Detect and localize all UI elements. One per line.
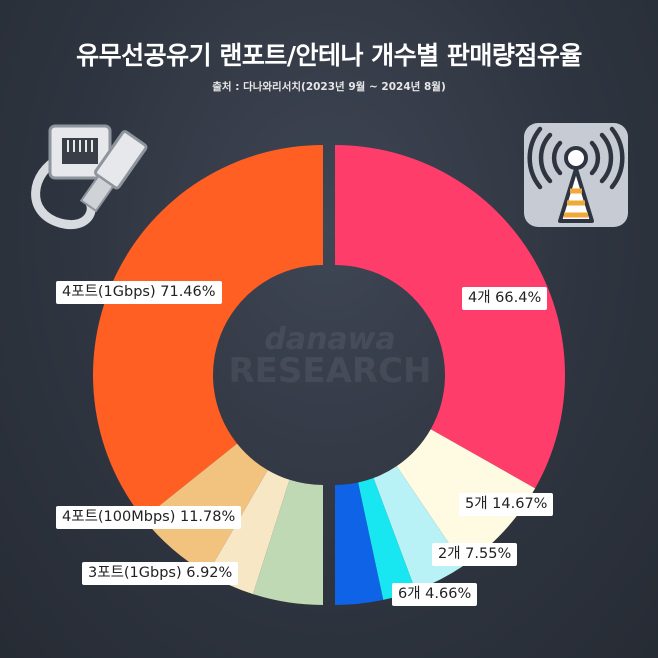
watermark-line1: danawa	[264, 322, 396, 357]
right-slice-0	[335, 145, 565, 489]
right-label-1: 5개 14.67%	[459, 493, 554, 516]
watermark-line2: RESEARCH	[228, 351, 432, 391]
watermark: danawa RESEARCH	[210, 322, 450, 391]
right-label-0: 4개 66.4%	[462, 287, 548, 310]
left-label-2: 3포트(1Gbps) 6.92%	[82, 562, 239, 585]
left-label-0: 4포트(1Gbps) 71.46%	[56, 281, 222, 304]
left-label-1: 4포트(100Mbps) 11.78%	[56, 506, 242, 529]
right-slice-4	[335, 482, 384, 605]
page-title: 유무선공유기 랜포트/안테나 개수별 판매량점유율	[76, 41, 582, 70]
left-slice-0	[93, 145, 324, 519]
right-label-3: 6개 4.66%	[392, 583, 478, 606]
right-slice-3	[358, 478, 416, 600]
antenna-tower-icon	[524, 123, 628, 227]
right-label-2: 2개 7.55%	[432, 543, 518, 566]
left-slice-3	[253, 479, 323, 605]
page-subtitle: 출처 : 다나와리서치(2023년 9월 ~ 2024년 8월)	[212, 81, 446, 93]
ethernet-cable-icon	[31, 124, 148, 230]
